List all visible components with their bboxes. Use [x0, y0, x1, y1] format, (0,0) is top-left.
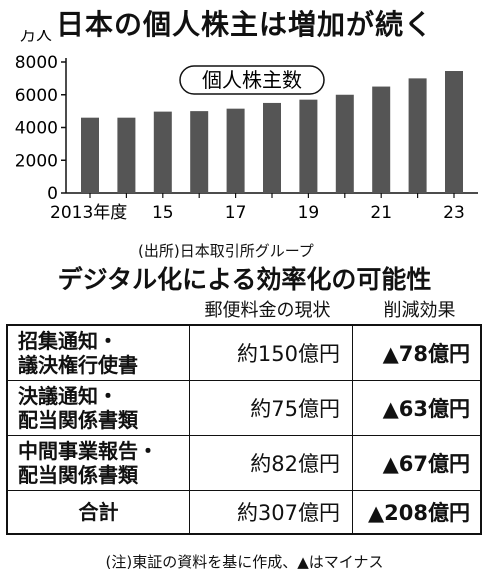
x-tick-label: 21	[370, 203, 392, 223]
table-row: 中間事業報告・ 配当関係書類 約82億円 ▲67億円	[6, 434, 482, 491]
bar	[226, 108, 245, 193]
bar	[190, 111, 209, 193]
y-tick-label: 2000	[15, 151, 58, 171]
bar	[153, 111, 172, 193]
bar-chart: 万人 0 2000 4000 6000 8000 2013年度 15 17 19 21 23 個人株主数	[15, 30, 478, 223]
row-category: 中間事業報告・ 配当関係書類	[6, 434, 190, 491]
total-effect: ▲208億円	[352, 489, 482, 535]
bar	[299, 99, 318, 193]
legend-label: 個人株主数	[202, 68, 302, 92]
bar	[117, 117, 136, 193]
total-row: 合計 約307億円 ▲208億円	[6, 489, 482, 535]
table-row: 決議通知・ 配当関係書類 約75億円 ▲63億円	[6, 379, 482, 436]
total-cost: 約307億円	[188, 489, 354, 535]
column-header-effect: 削減効果	[383, 300, 456, 321]
legend-box	[179, 65, 325, 95]
row-cost: 約75億円	[188, 379, 354, 436]
x-tick-label: 23	[443, 203, 465, 223]
bar	[372, 86, 391, 193]
row-effect: ▲67億円	[352, 434, 482, 491]
chart-title: 日本の個人株主は増加が続く	[55, 8, 433, 41]
unit-label: 万人	[20, 30, 52, 44]
row-category: 決議通知・ 配当関係書類	[6, 379, 190, 436]
table-row: 招集通知・ 議決権行使書 約150億円 ▲78億円	[6, 324, 482, 381]
y-tick-label: 0	[47, 184, 58, 204]
bar	[81, 117, 99, 193]
column-header-cost: 郵便料金の現状	[204, 300, 331, 321]
row-effect: ▲78億円	[352, 324, 482, 381]
row-category: 招集通知・ 議決権行使書	[6, 324, 190, 381]
y-tick-label: 8000	[15, 53, 58, 73]
total-category: 合計	[6, 489, 190, 535]
source-note: (出所)日本取引所グループ	[138, 242, 314, 260]
x-tick-label: 2013年度	[50, 203, 127, 223]
row-cost: 約82億円	[188, 434, 354, 491]
x-tick-label: 17	[225, 203, 247, 223]
footnote: (注)東証の資料を基に作成、▲はマイナス	[105, 553, 384, 571]
row-effect: ▲63億円	[352, 379, 482, 436]
efficiency-table: 招集通知・ 議決権行使書 約150億円 ▲78億円 決議通知・ 配当関係書類 約…	[6, 324, 482, 535]
bar	[335, 94, 354, 193]
bar	[445, 71, 463, 193]
x-tick-label: 19	[298, 203, 320, 223]
x-tick-label: 15	[152, 203, 174, 223]
y-tick-label: 4000	[15, 119, 58, 139]
table-title: デジタル化による効率化の可能性	[57, 265, 432, 294]
y-tick-label: 6000	[15, 86, 58, 106]
bar	[263, 102, 281, 193]
row-cost: 約150億円	[188, 324, 354, 381]
bar	[408, 78, 427, 193]
